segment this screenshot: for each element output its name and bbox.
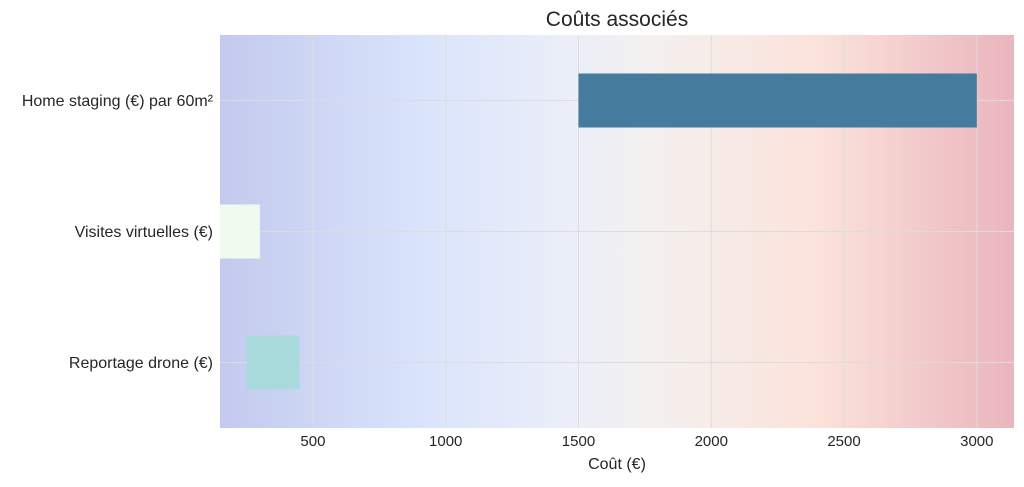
bar-mark <box>246 335 300 390</box>
x-axis-ticks: 500 1000 1500 2000 2500 3000 <box>300 433 993 450</box>
y-category-label: Home staging (€) par 60m² <box>22 93 214 110</box>
bars-group <box>220 73 977 390</box>
x-tick-label: 500 <box>300 433 325 450</box>
x-tick-label: 2500 <box>827 433 860 450</box>
bar-mark <box>220 204 260 259</box>
x-tick-label: 2000 <box>695 433 728 450</box>
x-tick-label: 1000 <box>429 433 462 450</box>
x-axis-label: Coût (€) <box>588 456 646 473</box>
y-category-label: Reportage drone (€) <box>69 355 213 372</box>
chart-title: Coûts associés <box>546 8 688 31</box>
x-tick-label: 1500 <box>562 433 595 450</box>
y-category-label: Visites virtuelles (€) <box>75 224 213 241</box>
y-axis-categories: Home staging (€) par 60m² Visites virtuel… <box>22 93 214 372</box>
bar-mark <box>578 73 977 128</box>
x-tick-label: 3000 <box>960 433 993 450</box>
